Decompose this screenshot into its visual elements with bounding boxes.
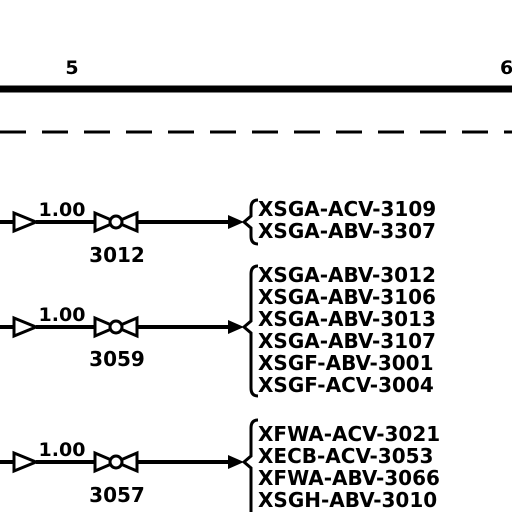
valve-tag: 3059 [89, 347, 145, 371]
destination-tag: XECB-ACV-3053 [258, 444, 433, 468]
column-number-6: 6 [500, 57, 512, 79]
destination-tag: XSGA-ABV-3307 [258, 219, 436, 243]
valve-tag: 3057 [89, 483, 145, 507]
buffer-triangle-icon [12, 450, 40, 474]
arrowhead-icon [228, 320, 244, 334]
buffer-triangle-icon [12, 210, 40, 234]
valve-icon [93, 210, 139, 234]
arrowhead-icon [228, 455, 244, 469]
destination-tag: XFWA-ACV-3021 [258, 422, 440, 446]
brace-icon [241, 198, 259, 246]
destination-tag: XSGA-ACV-3109 [258, 197, 436, 221]
destination-tag: XSGA-ABV-3106 [258, 285, 436, 309]
destination-tag: XSGH-ABV-3010 [258, 488, 437, 512]
valve-icon [93, 450, 139, 474]
destination-tag: XSGA-ABV-3013 [258, 307, 436, 331]
flow-value: 1.00 [39, 199, 86, 221]
signal-row: 1.00 3059 XSGA-ABV-3012 XSGA-ABV-3106 XS… [0, 263, 436, 398]
destination-tag: XSGF-ACV-3004 [258, 373, 434, 397]
flow-value: 1.00 [39, 439, 86, 461]
column-number-5: 5 [65, 57, 78, 79]
buffer-triangle-icon [12, 315, 40, 339]
arrowhead-icon [228, 215, 244, 229]
flow-value: 1.00 [39, 304, 86, 326]
destination-tag: XSGA-ABV-3012 [258, 263, 436, 287]
destination-tag: XSGA-ABV-3107 [258, 329, 436, 353]
valve-tag: 3012 [89, 243, 145, 267]
signal-row: 1.00 3012 XSGA-ACV-3109 XSGA-ABV-3307 [0, 197, 436, 267]
destination-tag: XSGF-ABV-3001 [258, 351, 434, 375]
destination-tag: XFWA-ABV-3066 [258, 466, 440, 490]
valve-icon [93, 315, 139, 339]
signal-row: 1.00 3057 XFWA-ACV-3021 XECB-ACV-3053 XF… [0, 418, 440, 512]
brace-icon [241, 264, 259, 398]
brace-icon [241, 418, 259, 512]
